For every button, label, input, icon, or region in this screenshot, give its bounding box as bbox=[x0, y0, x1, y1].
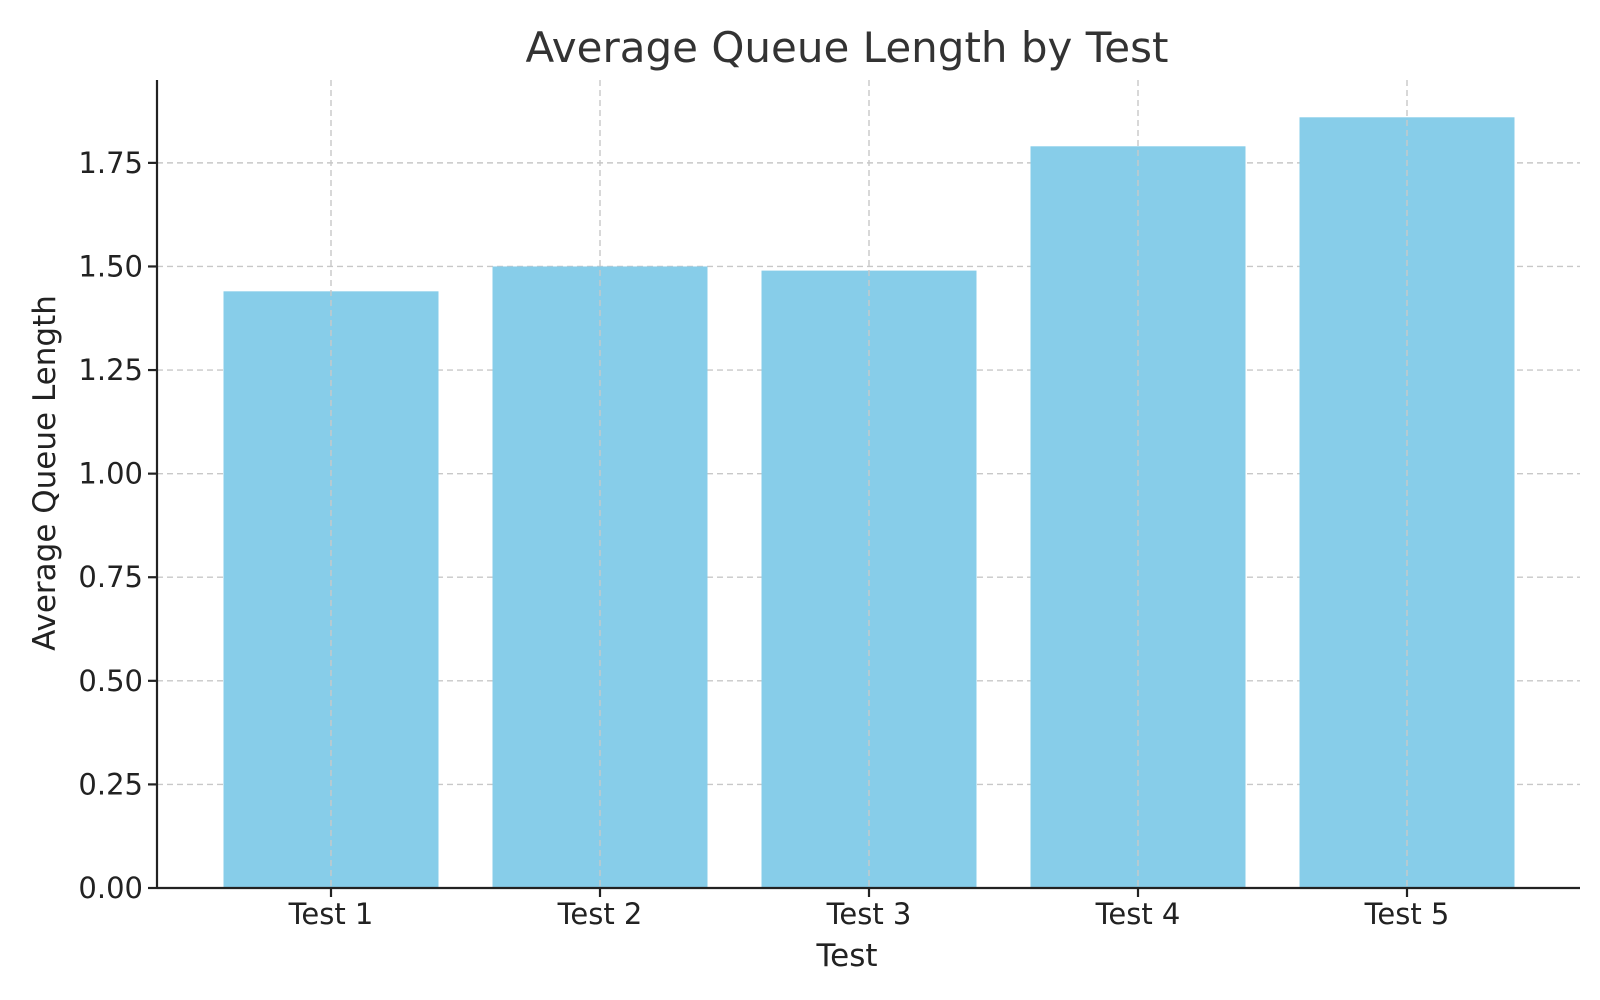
x-tick-label: Test 5 bbox=[1364, 897, 1450, 931]
y-tick-label: 1.50 bbox=[78, 249, 143, 283]
x-tick-label: Test 4 bbox=[1095, 897, 1181, 931]
bar-test-4 bbox=[1030, 146, 1246, 889]
y-tick-label: 1.00 bbox=[78, 457, 143, 491]
y-tick-label: 0.50 bbox=[78, 664, 143, 698]
y-tick-labels: 0.00 0.25 0.50 0.75 1.00 1.25 1.50 1.75 bbox=[78, 146, 143, 905]
x-tick-label: Test 2 bbox=[557, 897, 643, 931]
x-tick-label: Test 3 bbox=[826, 897, 912, 931]
y-tick-label: 1.75 bbox=[78, 146, 143, 180]
vertical-grid-layer bbox=[330, 80, 1408, 888]
y-tick-label: 0.00 bbox=[78, 871, 143, 905]
x-axis-label: Test bbox=[815, 938, 877, 974]
axes-layer bbox=[148, 80, 1580, 897]
y-tick-label: 1.25 bbox=[78, 353, 143, 387]
x-tick-label: Test 1 bbox=[288, 897, 374, 931]
y-tick-label: 0.75 bbox=[78, 560, 143, 594]
chart-title: Average Queue Length by Test bbox=[526, 23, 1169, 72]
x-tick-labels: Test 1 Test 2 Test 3 Test 4 Test 5 bbox=[288, 897, 1450, 931]
y-tick-label: 0.25 bbox=[78, 767, 143, 801]
y-axis-label: Average Queue Length bbox=[27, 295, 63, 651]
